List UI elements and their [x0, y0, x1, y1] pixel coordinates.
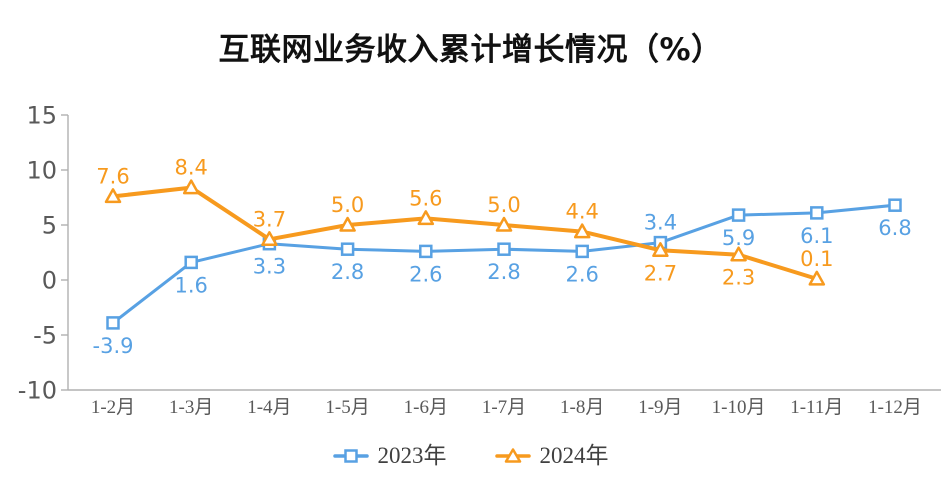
- data-point-marker-square[interactable]: [106, 316, 120, 330]
- y-tick-label: -5: [33, 322, 57, 350]
- series-line-2024年: [111, 185, 819, 281]
- data-point-marker-triangle[interactable]: [182, 179, 200, 195]
- data-label: 3.4: [644, 211, 677, 235]
- data-point-marker-triangle[interactable]: [104, 188, 122, 204]
- legend-item-2023[interactable]: 2023年: [332, 443, 447, 468]
- data-point-marker-square[interactable]: [497, 242, 511, 256]
- data-label: 0.1: [800, 247, 833, 271]
- data-label: 2.6: [565, 262, 598, 286]
- data-point-marker-triangle[interactable]: [261, 231, 278, 247]
- data-label: 3.3: [253, 255, 286, 279]
- data-label: 2.8: [487, 260, 520, 284]
- data-point-marker-square[interactable]: [340, 242, 355, 256]
- data-label: 3.7: [253, 207, 286, 231]
- x-tick-label: 1-6月: [404, 397, 448, 418]
- legend-label-2023: 2023年: [377, 443, 447, 468]
- data-label: 6.1: [800, 224, 833, 248]
- data-label: 7.6: [96, 164, 129, 188]
- x-tick-label: 1-8月: [560, 397, 604, 418]
- legend-marker-2024-icon: [494, 447, 531, 463]
- data-point-marker-triangle[interactable]: [730, 246, 747, 262]
- data-label: 2.7: [644, 261, 677, 285]
- data-point-marker-triangle[interactable]: [417, 210, 435, 226]
- x-tick-label: 1-2月: [91, 397, 135, 418]
- data-point-marker-triangle[interactable]: [495, 216, 513, 232]
- data-label: 2.6: [409, 262, 442, 286]
- data-label: 5.0: [487, 193, 520, 217]
- line-chart-plot: 15 10 5 0 -5 -10 1-2月 1-3月 1-4月 1-5月 1-6月 1-7月 1-8月 1…: [18, 102, 941, 418]
- chart-title: 互联网业务收入累计增长情况（%）: [218, 32, 723, 68]
- data-label: 1.6: [174, 273, 207, 297]
- data-point-marker-square[interactable]: [575, 244, 589, 259]
- x-tick-label: 1-3月: [169, 397, 213, 418]
- y-tick-label: 5: [42, 212, 57, 240]
- legend-glyph-part: [343, 448, 358, 463]
- x-tick-label: 1-4月: [247, 397, 291, 418]
- data-point-marker-square[interactable]: [184, 255, 198, 270]
- chart-legend: 2023年 2024年: [0, 444, 941, 467]
- data-point-marker-triangle[interactable]: [808, 270, 826, 286]
- data-point-marker-triangle[interactable]: [573, 223, 591, 239]
- data-label: 4.4: [565, 200, 598, 224]
- data-point-marker-triangle[interactable]: [339, 216, 356, 232]
- data-label: -3.9: [93, 334, 134, 358]
- legend-item-2024[interactable]: 2024年: [494, 443, 609, 468]
- x-tick-label: 1-7月: [482, 397, 526, 418]
- data-point-marker-triangle[interactable]: [652, 242, 669, 258]
- data-point-marker-square[interactable]: [888, 198, 902, 212]
- x-tick-label: 1-10月: [712, 397, 766, 418]
- data-label: 5.9: [722, 226, 755, 250]
- x-tick-label: 1-12月: [868, 397, 922, 418]
- data-label: 8.4: [174, 156, 207, 180]
- x-tick-label: 1-5月: [325, 397, 369, 418]
- y-tick-label: -10: [18, 377, 57, 405]
- x-tick-label: 1-11月: [790, 397, 843, 418]
- data-label: 6.8: [878, 216, 911, 240]
- legend-marker-2023-icon: [332, 448, 369, 463]
- y-tick-label: 0: [42, 267, 57, 295]
- legend-label-2024: 2024年: [539, 443, 609, 468]
- data-point-marker-square[interactable]: [419, 244, 433, 259]
- y-tick-label: 15: [26, 102, 57, 130]
- legend-glyph-part: [504, 447, 521, 463]
- data-label: 5.6: [409, 186, 442, 210]
- data-label: 5.0: [331, 193, 364, 217]
- data-point-marker-square[interactable]: [810, 206, 824, 220]
- y-tick-label: 10: [26, 157, 57, 185]
- data-label: 2.8: [331, 260, 364, 284]
- data-label: 2.3: [722, 266, 755, 290]
- data-point-marker-square[interactable]: [731, 208, 746, 222]
- x-tick-label: 1-9月: [638, 397, 682, 418]
